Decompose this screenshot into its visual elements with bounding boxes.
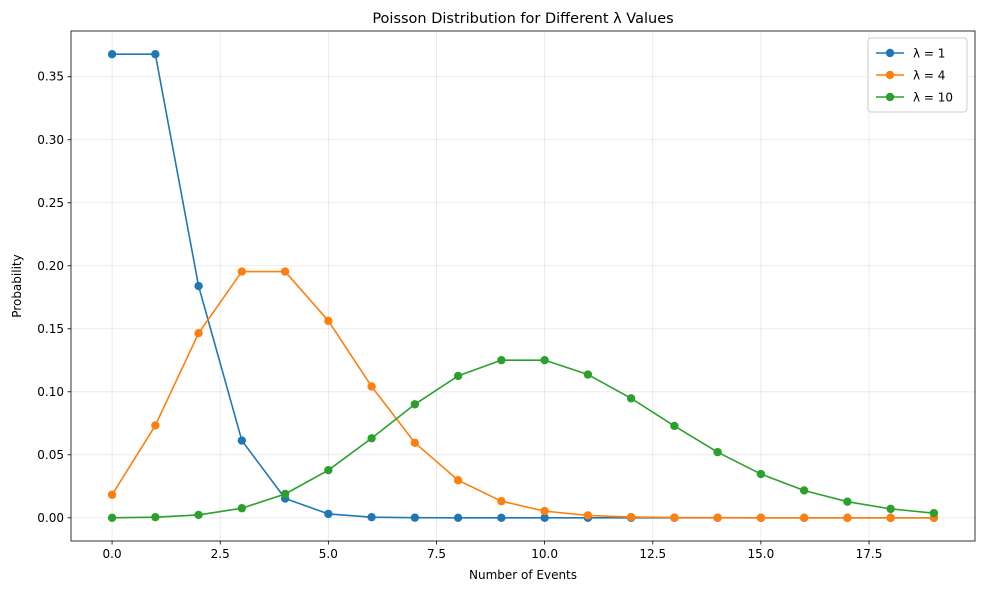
series-layer — [107, 49, 939, 523]
data-point — [583, 511, 593, 520]
data-point — [194, 281, 203, 291]
data-point — [929, 508, 939, 518]
y-tick-label: 0.25 — [37, 196, 64, 210]
data-point — [324, 509, 333, 519]
legend-marker — [885, 48, 895, 58]
legend-item: λ = 4 — [876, 69, 945, 83]
data-point — [237, 267, 247, 276]
y-tick-label: 0.35 — [37, 70, 64, 84]
data-point — [410, 513, 420, 522]
legend-label: λ = 4 — [913, 69, 945, 83]
series-line — [112, 359, 934, 519]
legend-marker — [885, 70, 895, 80]
data-point — [540, 513, 549, 523]
plot-frame — [70, 30, 976, 542]
x-tick-label: 12.5 — [639, 547, 666, 561]
data-point — [886, 513, 895, 523]
data-point — [237, 504, 247, 513]
x-tick-label: 15.0 — [748, 547, 775, 561]
y-axis-label: Probability — [10, 254, 24, 317]
data-point — [626, 512, 636, 522]
x-tick-label: 7.5 — [427, 547, 446, 561]
data-point — [756, 469, 766, 479]
data-point — [497, 496, 506, 506]
data-point — [670, 513, 679, 522]
data-point — [713, 513, 722, 522]
data-point — [367, 382, 376, 391]
legend-label: λ = 1 — [913, 47, 945, 61]
data-point — [367, 434, 376, 443]
data-point — [151, 421, 160, 430]
data-point — [107, 49, 117, 59]
data-point — [540, 506, 549, 516]
series-line — [112, 53, 934, 519]
data-point — [280, 267, 290, 276]
y-tick-label: 0.05 — [37, 448, 64, 462]
data-point — [799, 486, 809, 495]
y-tick-label: 0.15 — [37, 322, 64, 336]
data-point — [151, 512, 160, 522]
data-point — [237, 436, 247, 445]
series-line — [111, 270, 934, 519]
data-point — [453, 371, 463, 381]
chart-title: Poisson Distribution for Different λ Val… — [372, 11, 673, 27]
data-point — [670, 421, 679, 431]
data-point — [410, 400, 420, 409]
y-tick-label: 0.30 — [37, 133, 64, 147]
data-point — [540, 355, 549, 365]
x-tick-label: 5.0 — [319, 547, 338, 561]
data-point — [107, 513, 117, 523]
x-tick-label: 2.5 — [211, 547, 230, 561]
data-point — [756, 513, 766, 523]
legend-label: λ = 10 — [913, 91, 953, 105]
data-point — [583, 370, 593, 379]
legend-box — [867, 37, 968, 113]
data-point — [324, 316, 333, 326]
data-point — [324, 465, 333, 475]
x-axis-label: Number of Events — [469, 568, 577, 582]
data-point — [194, 510, 203, 520]
data-point — [151, 49, 160, 59]
x-tick-label: 10.0 — [531, 547, 558, 561]
data-point — [799, 513, 809, 523]
data-point — [453, 513, 463, 523]
legend-marker — [885, 92, 895, 102]
data-point — [453, 476, 463, 485]
x-tick-label: 17.5 — [856, 547, 883, 561]
data-point — [194, 328, 203, 338]
series-3 — [107, 355, 939, 523]
grid — [71, 31, 975, 541]
data-point — [410, 438, 420, 448]
data-point — [843, 497, 852, 506]
ticks-layer: 0.0 2.5 5.0 7.5 10.0 12.5 15.0 17.5 0.00 0.05 0.10… — [37, 70, 882, 561]
y-tick-label: 0.10 — [37, 385, 64, 399]
x-tick-label: 0.0 — [103, 547, 122, 561]
data-point — [497, 355, 506, 365]
y-tick-label: 0.00 — [37, 511, 64, 525]
legend-item: λ = 1 — [876, 47, 945, 61]
data-point — [107, 490, 117, 499]
legend: λ = 1 λ = 4 λ = 10 — [867, 37, 968, 113]
data-point — [626, 394, 636, 403]
data-point — [497, 513, 506, 523]
legend-item: λ = 10 — [876, 91, 953, 105]
series-2 — [107, 267, 939, 523]
y-tick-label: 0.20 — [37, 259, 64, 273]
data-point — [713, 447, 722, 457]
data-point — [843, 513, 852, 523]
data-point — [886, 504, 895, 514]
data-point — [367, 512, 376, 522]
data-point — [280, 489, 290, 499]
